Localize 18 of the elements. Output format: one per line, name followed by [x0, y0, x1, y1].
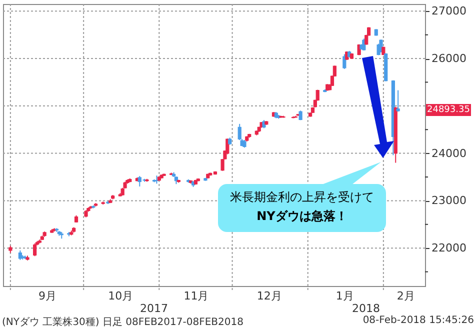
- text: 24893.35: [426, 104, 471, 116]
- x-tick-label: 9月: [38, 290, 57, 302]
- y-tick-label: 23000: [432, 194, 466, 208]
- text: 2017: [140, 302, 168, 315]
- text: 2018: [352, 302, 380, 315]
- annotation: 米長期金利の上昇を受けて NYダウは急落！: [229, 189, 375, 225]
- text: 08-Feb-2018 15:45:26: [362, 315, 474, 326]
- x-tick-label: 12月: [256, 290, 282, 302]
- x-tick-label: 11月: [184, 290, 209, 302]
- x-tick-label: 2月: [396, 290, 415, 302]
- y-tick-label: 24000: [432, 146, 466, 160]
- text: (NYダウ 工業株30種) 日足 08FEB2017-08FEB2018: [2, 316, 244, 328]
- x-tick-label: 1月: [336, 290, 354, 302]
- x-tick-label: 10月: [108, 290, 134, 302]
- candlestick: [396, 90, 400, 112]
- y-tick-label: 27000: [432, 4, 466, 18]
- y-tick-label: 26000: [432, 52, 466, 66]
- y-tick-label: 22000: [432, 242, 466, 255]
